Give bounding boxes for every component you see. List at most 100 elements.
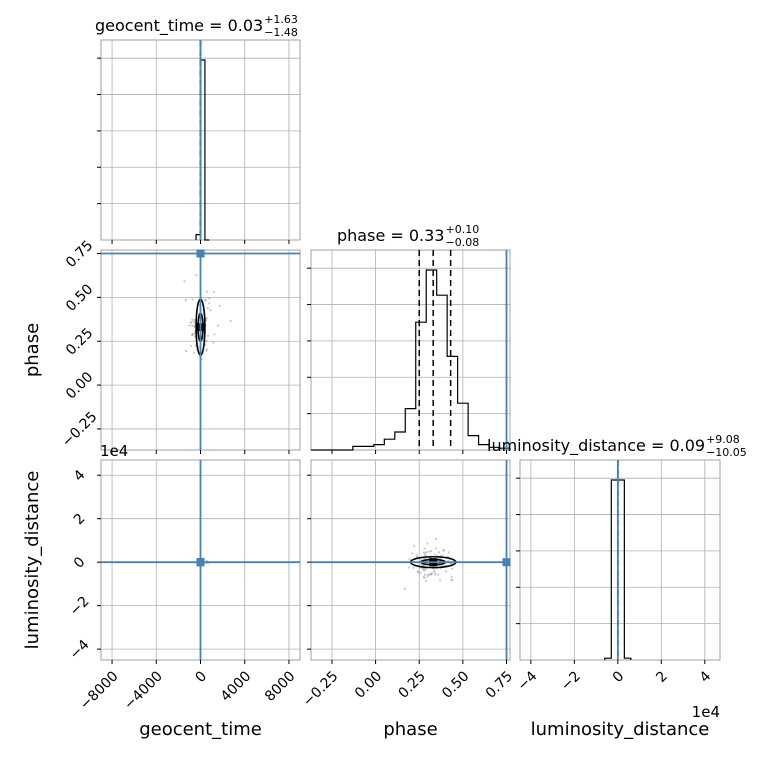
- y-tick-label-phase: 0.50: [63, 281, 96, 314]
- y-axis-label-phase: phase: [22, 323, 43, 377]
- x-axis-label-phase: phase: [383, 719, 437, 740]
- scatter-point: [209, 308, 212, 312]
- scatter-point: [418, 563, 421, 566]
- title-luminosity_distance: luminosity_distance = 0.09 +9.08−10.05: [487, 433, 747, 459]
- title-lower-error-phase: −0.08: [445, 236, 479, 249]
- scatter-point: [205, 290, 209, 293]
- scatter-point: [193, 351, 196, 354]
- scatter-point: [195, 273, 198, 277]
- scatter-point: [213, 333, 216, 336]
- scatter-point: [426, 542, 429, 545]
- scatter-point: [437, 551, 441, 554]
- title-lower-error-luminosity_distance: −10.05: [706, 446, 747, 459]
- scatter-point: [212, 341, 215, 344]
- truth-marker: [196, 558, 205, 567]
- scatter-point: [416, 570, 419, 573]
- scatter-point: [434, 537, 438, 540]
- scatter-point: [447, 551, 450, 554]
- x-tick-label-luminosity_distance: 4: [697, 668, 715, 686]
- scatter-point: [408, 558, 411, 561]
- scatter-point: [437, 573, 440, 576]
- scatter-point: [403, 587, 406, 590]
- scatter-point: [193, 325, 196, 328]
- title-phase: phase = 0.33 +0.10−0.08: [337, 223, 479, 249]
- scatter-point: [218, 304, 221, 308]
- truth-marker: [502, 558, 511, 567]
- scatter-point: [190, 344, 193, 347]
- scatter-point: [451, 578, 454, 582]
- scatter-point: [184, 349, 188, 353]
- y-tick-label-phase: 0.75: [63, 238, 96, 271]
- scatter-point: [426, 550, 429, 553]
- scatter-point: [183, 280, 186, 283]
- title-text-geocent_time: geocent_time = 0.03: [95, 16, 263, 36]
- scatter-point: [191, 324, 194, 327]
- scatter-point: [205, 316, 208, 320]
- scatter-point: [189, 321, 192, 324]
- title-text-luminosity_distance: luminosity_distance = 0.09: [487, 436, 705, 456]
- scatter-point: [451, 567, 454, 570]
- scatter-point: [433, 553, 436, 556]
- scatter-point: [204, 298, 207, 301]
- scatter-point: [408, 566, 411, 569]
- scatter-point: [191, 333, 194, 336]
- title-upper-error-geocent_time: +1.63: [264, 13, 298, 26]
- scatter-point: [428, 550, 432, 553]
- scatter-point: [445, 570, 448, 573]
- title-text-phase: phase = 0.33: [337, 226, 444, 245]
- y-tick-label-luminosity_distance: −4: [67, 637, 93, 663]
- title-geocent_time: geocent_time = 0.03 +1.63−1.48: [95, 13, 298, 39]
- scatter-point: [205, 348, 209, 351]
- x-tick-label-geocent_time: −8000: [77, 668, 122, 713]
- scatter-point: [206, 306, 209, 310]
- scatter-point: [434, 547, 438, 550]
- scatter-point: [193, 318, 196, 321]
- x-axis-label-geocent-time: geocent_time: [139, 719, 262, 740]
- panel-frame: [310, 459, 511, 661]
- x-tick-label-geocent_time: 0: [192, 668, 210, 686]
- scatter-point: [422, 568, 425, 571]
- y-tick-label-phase: 0.25: [63, 325, 96, 358]
- title-upper-error-luminosity_distance: +9.08: [706, 433, 740, 446]
- scatter-point: [424, 551, 427, 554]
- y-tick-label-luminosity_distance: 0: [71, 554, 89, 572]
- x-tick-label-phase: 0.50: [439, 668, 472, 701]
- scatter-point: [229, 319, 232, 323]
- title-lower-error-geocent_time: −1.48: [264, 26, 298, 39]
- scatter-point: [425, 568, 428, 571]
- x-tick-label-luminosity_distance: −4: [515, 668, 541, 694]
- title-upper-error-phase: +0.10: [445, 223, 479, 236]
- panel-luminosity_distance-phase: [307, 459, 511, 664]
- scatter-point: [208, 297, 211, 300]
- panel-frame: [310, 249, 511, 451]
- y-offset-text: 1e4: [100, 442, 128, 460]
- y-tick-label-phase: −0.25: [59, 409, 101, 451]
- scatter-point: [193, 320, 196, 324]
- panel-geocent_time-geocent_time: [97, 39, 301, 244]
- x-tick-label-luminosity_distance: 0: [610, 668, 628, 686]
- scatter-point: [191, 318, 194, 322]
- scatter-point: [424, 579, 428, 583]
- scatter-point: [413, 544, 416, 548]
- scatter-point: [429, 573, 433, 576]
- scatter-point: [423, 547, 426, 550]
- x-offset-text: 1e4: [692, 703, 720, 721]
- x-tick-label-geocent_time: 4000: [218, 668, 255, 705]
- scatter-point: [450, 575, 453, 578]
- scatter-point: [442, 548, 445, 551]
- scatter-point: [416, 554, 419, 557]
- x-tick-label-phase: −0.25: [300, 668, 342, 710]
- x-axis-label-luminosity-distance: luminosity_distance: [531, 719, 710, 740]
- scatter-point: [423, 576, 426, 579]
- y-tick-label-luminosity_distance: 2: [71, 511, 89, 529]
- scatter-point: [206, 334, 210, 337]
- scatter-point: [434, 573, 437, 576]
- scatter-point: [191, 298, 194, 301]
- scatter-point: [208, 302, 211, 305]
- scatter-point: [418, 572, 422, 575]
- panel-phase-phase: [307, 249, 511, 454]
- scatter-point: [438, 579, 442, 582]
- x-tick-label-luminosity_distance: −2: [558, 668, 584, 694]
- y-tick-label-luminosity_distance: 4: [71, 467, 89, 485]
